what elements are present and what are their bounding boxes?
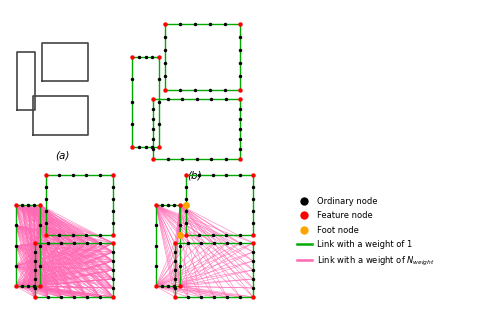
Text: (a): (a) — [56, 151, 70, 161]
Text: (b): (b) — [188, 171, 202, 180]
Legend: Ordinary node, Feature node, Foot node, Link with a weight of 1, Link with a wei: Ordinary node, Feature node, Foot node, … — [294, 193, 438, 271]
